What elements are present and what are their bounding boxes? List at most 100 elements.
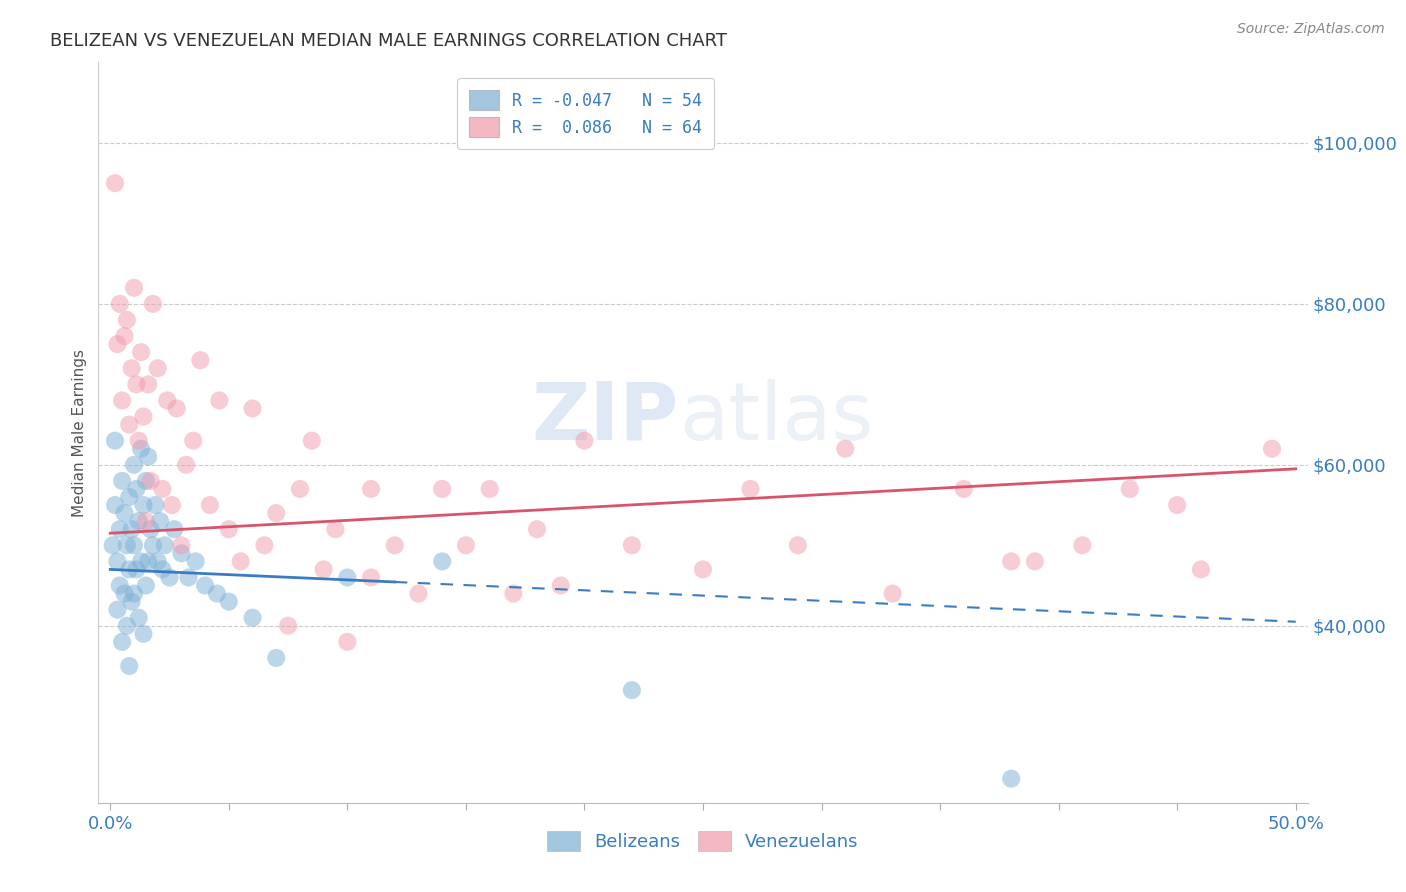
Point	[115, 538, 138, 552]
Point	[264, 506, 287, 520]
Point	[301, 434, 323, 448]
Point	[115, 313, 138, 327]
Point	[574, 434, 596, 448]
Point	[360, 570, 382, 584]
Point	[118, 490, 141, 504]
Point	[101, 538, 124, 552]
Point	[132, 409, 155, 424]
Point	[1189, 562, 1212, 576]
Point	[1119, 482, 1142, 496]
Point	[156, 393, 179, 408]
Point	[952, 482, 974, 496]
Point	[128, 514, 150, 528]
Point	[125, 482, 148, 496]
Point	[105, 337, 128, 351]
Point	[190, 353, 212, 368]
Point	[108, 578, 131, 592]
Point	[128, 611, 150, 625]
Point	[229, 554, 252, 568]
Point	[121, 594, 143, 608]
Point	[384, 538, 406, 552]
Point	[118, 659, 141, 673]
Point	[1000, 772, 1022, 786]
Point	[129, 442, 152, 456]
Point	[143, 498, 166, 512]
Point	[218, 522, 240, 536]
Point	[121, 522, 143, 536]
Point	[142, 297, 165, 311]
Point	[152, 562, 174, 576]
Point	[432, 554, 454, 568]
Point	[181, 434, 204, 448]
Point	[360, 482, 382, 496]
Point	[122, 586, 145, 600]
Text: Source: ZipAtlas.com: Source: ZipAtlas.com	[1237, 22, 1385, 37]
Point	[118, 562, 141, 576]
Point	[620, 538, 643, 552]
Y-axis label: Median Male Earnings: Median Male Earnings	[72, 349, 87, 516]
Point	[170, 546, 193, 560]
Point	[325, 522, 347, 536]
Point	[288, 482, 311, 496]
Point	[125, 562, 148, 576]
Point	[218, 594, 240, 608]
Point	[408, 586, 430, 600]
Text: atlas: atlas	[679, 379, 873, 457]
Point	[105, 554, 128, 568]
Point	[114, 506, 136, 520]
Point	[1024, 554, 1046, 568]
Point	[253, 538, 276, 552]
Point	[104, 498, 127, 512]
Point	[242, 611, 264, 625]
Point	[128, 434, 150, 448]
Point	[194, 578, 217, 592]
Point	[312, 562, 335, 576]
Point	[139, 474, 162, 488]
Point	[174, 458, 197, 472]
Point	[122, 538, 145, 552]
Point	[620, 683, 643, 698]
Point	[114, 329, 136, 343]
Point	[432, 482, 454, 496]
Point	[1261, 442, 1284, 456]
Point	[478, 482, 501, 496]
Point	[118, 417, 141, 432]
Point	[208, 393, 231, 408]
Point	[1071, 538, 1094, 552]
Legend: Belizeans, Venezuelans: Belizeans, Venezuelans	[538, 822, 868, 861]
Point	[264, 651, 287, 665]
Point	[111, 393, 134, 408]
Point	[834, 442, 856, 456]
Point	[166, 401, 188, 416]
Point	[184, 554, 207, 568]
Point	[502, 586, 524, 600]
Point	[146, 554, 169, 568]
Point	[242, 401, 264, 416]
Point	[177, 570, 200, 584]
Point	[111, 474, 134, 488]
Point	[104, 434, 127, 448]
Point	[132, 627, 155, 641]
Point	[115, 619, 138, 633]
Point	[163, 522, 186, 536]
Point	[454, 538, 477, 552]
Point	[136, 377, 159, 392]
Point	[114, 586, 136, 600]
Point	[1000, 554, 1022, 568]
Point	[135, 578, 157, 592]
Point	[139, 522, 162, 536]
Text: BELIZEAN VS VENEZUELAN MEDIAN MALE EARNINGS CORRELATION CHART: BELIZEAN VS VENEZUELAN MEDIAN MALE EARNI…	[51, 32, 727, 50]
Point	[550, 578, 572, 592]
Point	[108, 297, 131, 311]
Point	[121, 361, 143, 376]
Point	[526, 522, 548, 536]
Point	[336, 635, 359, 649]
Point	[136, 450, 159, 464]
Point	[129, 554, 152, 568]
Point	[336, 570, 359, 584]
Point	[153, 538, 176, 552]
Point	[786, 538, 808, 552]
Point	[129, 345, 152, 359]
Point	[136, 554, 159, 568]
Point	[108, 522, 131, 536]
